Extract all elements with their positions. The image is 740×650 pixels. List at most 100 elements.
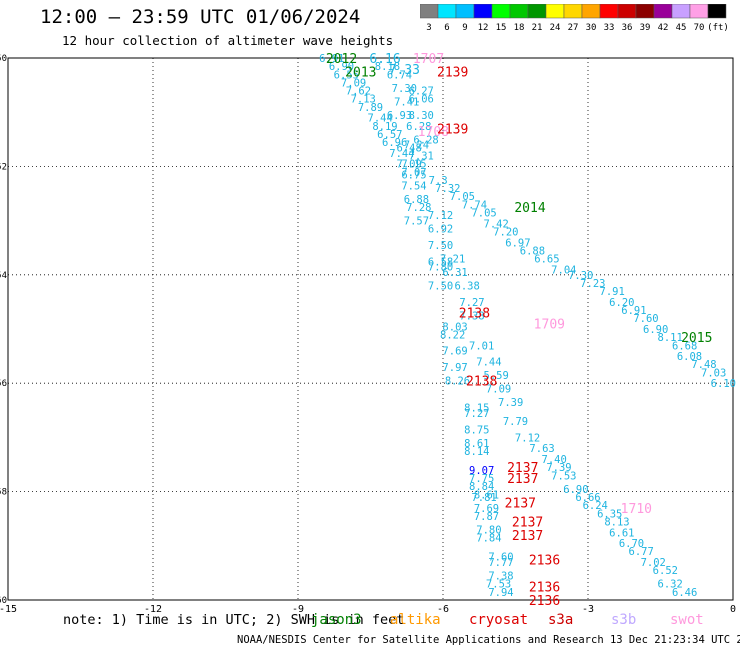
legend-tick-label: 21 — [532, 23, 543, 33]
data-point: 7.69 — [474, 503, 499, 515]
mission-altika: altika — [390, 612, 441, 628]
data-point: 7.27 — [459, 297, 484, 309]
data-point: 6.74 — [387, 69, 412, 81]
data-point: 7.50 — [428, 240, 453, 252]
data-point: 7.09 — [486, 384, 511, 396]
data-point: 7.04 — [551, 264, 576, 276]
data-point: 6.93 — [387, 110, 412, 122]
data-point: 6.48 — [397, 142, 422, 154]
data-point: 7.40 — [542, 454, 567, 466]
data-point: 7.54 — [401, 180, 426, 192]
legend-tick-label: 6 — [444, 23, 449, 33]
legend-tick-label: 12 — [478, 23, 489, 33]
data-point: 6.88 — [520, 245, 545, 257]
data-point: 7.24 — [404, 140, 429, 152]
data-point: 7.63 — [529, 443, 554, 455]
data-point: 7.23 — [580, 278, 605, 290]
pass-annotation: 2137 — [507, 461, 538, 476]
mission-s3a: s3a — [548, 612, 574, 628]
data-point: 7.39 — [546, 462, 571, 474]
data-point: 6.24 — [583, 500, 608, 512]
pass-annotation: 2139 — [437, 122, 468, 137]
data-point: 7.01 — [469, 340, 494, 352]
pass-annotation: 2136 — [529, 594, 560, 609]
legend-tick-label: 42 — [658, 23, 669, 33]
data-point: 8.03 — [442, 321, 467, 333]
pass-annotation: 2012 — [326, 52, 357, 67]
data-point: 6.06 — [409, 94, 434, 106]
data-point: 7.87 — [474, 511, 499, 523]
data-point: 7.13 — [351, 94, 376, 106]
data-point: 9.07 — [469, 465, 494, 477]
chart-subtitle: 12 hour collection of altimeter wave hei… — [62, 33, 394, 48]
x-tick-label: -12 — [144, 604, 162, 615]
chart-note: note: 1) Time is in UTC; 2) SWH is in fe… — [63, 612, 405, 628]
data-point: 6.70 — [619, 538, 644, 550]
x-tick-label: -15 — [0, 604, 17, 615]
data-point: 7.44 — [476, 357, 501, 369]
data-point: 7.57 — [404, 216, 429, 228]
y-tick-label: -58 — [0, 488, 7, 498]
data-point: 7.02 — [641, 557, 666, 569]
data-point: 7.38 — [459, 310, 484, 322]
data-point: 6.90 — [563, 484, 588, 496]
data-point: 6.58 — [428, 256, 453, 268]
data-point: 7.20 — [493, 226, 518, 238]
data-point: 6.61 — [609, 527, 634, 539]
pass-annotation: 2137 — [507, 472, 538, 487]
data-point: 7.05 — [471, 207, 496, 219]
data-point: 5.59 — [484, 370, 509, 382]
mission-swot: swot — [670, 612, 704, 628]
pass-annotation: 1708 — [418, 125, 449, 140]
data-point: 7.03 — [701, 367, 726, 379]
legend-unit: (ft) — [707, 23, 729, 33]
pass-annotation: 2137 — [505, 496, 536, 511]
x-tick-label: -3 — [582, 604, 594, 615]
data-point: 8.61 — [474, 489, 499, 501]
data-point: 6.92 — [428, 224, 453, 236]
data-point: 7.12 — [515, 432, 540, 444]
data-point: 6.88 — [404, 194, 429, 206]
data-point: 6.77 — [629, 546, 654, 558]
data-point: 6.90 — [329, 61, 354, 73]
data-point: 7.44 — [368, 113, 393, 125]
mission-s3b: s3b — [611, 612, 637, 628]
data-point: 7.05 — [450, 191, 475, 203]
data-point: 6.10 — [711, 378, 736, 390]
data-point: 7.09 — [341, 77, 366, 89]
data-point: 7.38 — [488, 571, 513, 583]
data-point: 7.94 — [488, 587, 513, 599]
pass-annotation: 1707 — [413, 52, 444, 67]
data-point: 6.91 — [319, 53, 344, 65]
legend-tick-label: 39 — [640, 23, 651, 33]
x-tick-label: -6 — [437, 604, 449, 615]
data-point: 7.69 — [442, 346, 467, 358]
mission-cryosat: cryosat — [469, 612, 529, 628]
legend-tick-label: 3 — [426, 23, 431, 33]
data-point: 6.31 — [442, 267, 467, 279]
pass-annotation: 2136 — [529, 553, 560, 568]
data-point: 7.12 — [428, 210, 453, 222]
data-point: 6.38 — [455, 281, 480, 293]
data-point: 6.91 — [621, 305, 646, 317]
data-point: 8.22 — [440, 329, 465, 341]
legend-tick-label: 36 — [622, 23, 633, 33]
data-point: 8.11 — [658, 332, 683, 344]
data-point: 8.61 — [464, 438, 489, 450]
pass-annotation: 2137 — [512, 515, 543, 530]
pass-annotation: 1710 — [621, 502, 652, 517]
data-point: 7.53 — [551, 470, 576, 482]
data-point: 8.15 — [464, 403, 489, 415]
data-point: 7.79 — [503, 416, 528, 428]
data-point: 6.90 — [643, 324, 668, 336]
data-point: 7.97 — [442, 362, 467, 374]
data-point: 7.89 — [358, 102, 383, 114]
legend-tick-label: 15 — [496, 23, 507, 33]
data-point: 8.84 — [469, 481, 494, 493]
data-point: 6.08 — [677, 351, 702, 363]
data-point: 6.55 — [334, 69, 359, 81]
legend-tick-label: 30 — [586, 23, 597, 33]
pass-annotation: 1709 — [534, 318, 565, 333]
data-point: 7.3 — [429, 175, 448, 187]
y-tick-label: -50 — [0, 54, 7, 64]
